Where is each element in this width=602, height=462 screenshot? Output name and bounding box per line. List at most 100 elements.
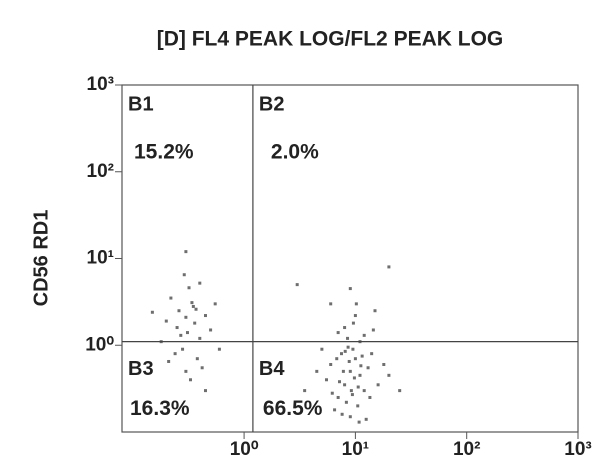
dot (353, 357, 357, 361)
chart-title: [D] FL4 PEAK LOG/FL2 PEAK LOG (157, 28, 504, 51)
dot (188, 378, 192, 382)
quadrant-percent: 16.3% (130, 397, 190, 420)
dot (362, 333, 366, 337)
x-tick-label: 10³ (564, 439, 591, 460)
dot (354, 302, 358, 306)
dot (398, 389, 402, 393)
dot (320, 347, 324, 351)
y-axis-label: CD56 RD1 (30, 210, 52, 307)
dot (356, 385, 360, 389)
dot (213, 302, 217, 306)
quadrant-percent: 2.0% (271, 141, 319, 164)
dot (195, 357, 199, 361)
quadrant-percent: 66.5% (263, 397, 323, 420)
dot (324, 378, 328, 382)
dot (191, 304, 195, 308)
quadrant-name: B1 (128, 93, 154, 115)
dot (164, 319, 168, 323)
dot (295, 283, 299, 287)
dot (335, 357, 339, 361)
dot (343, 326, 347, 330)
dot (360, 354, 364, 358)
dot (347, 359, 351, 363)
dot (352, 376, 356, 380)
dot (200, 366, 204, 370)
dot (330, 391, 334, 395)
dot (187, 286, 191, 290)
dot (198, 336, 202, 340)
dot (194, 307, 198, 311)
x-tick-label: 10² (453, 439, 480, 460)
dot (348, 287, 352, 291)
dot (359, 364, 363, 368)
x-tick-label: 10¹ (342, 439, 369, 460)
dot (343, 383, 347, 387)
y-tick-label: 10⁰ (85, 334, 114, 355)
dot (190, 301, 194, 305)
dot (184, 369, 188, 373)
dot (370, 352, 374, 356)
dot (333, 408, 337, 412)
dot (182, 273, 186, 277)
dot (303, 389, 307, 393)
dot (329, 362, 333, 366)
dot (179, 333, 183, 337)
dot (353, 314, 357, 318)
dot (350, 393, 354, 397)
dot (343, 349, 347, 353)
quadrant-name: B3 (128, 358, 154, 380)
dot (167, 359, 171, 363)
dot (150, 310, 154, 314)
dot (169, 296, 173, 300)
dot (362, 389, 366, 393)
dot (198, 281, 202, 285)
dot (357, 420, 361, 424)
dot (371, 328, 375, 332)
quadrant-percent: 15.2% (134, 141, 194, 164)
dot (387, 265, 391, 269)
dot (185, 331, 189, 335)
dot (217, 347, 221, 351)
dot (336, 331, 340, 335)
dot (203, 389, 207, 393)
y-tick-label: 10³ (87, 74, 114, 95)
dot (315, 369, 319, 373)
y-tick-label: 10² (87, 161, 114, 182)
dot (336, 395, 340, 399)
dot (387, 373, 391, 377)
dot (366, 366, 370, 370)
dot (329, 302, 333, 306)
quadrant-name: B4 (259, 358, 285, 380)
dot (344, 400, 348, 404)
dot (203, 314, 207, 318)
dot (340, 412, 344, 416)
dot (339, 352, 343, 356)
dot (358, 373, 362, 377)
dot (351, 347, 355, 351)
dot (184, 315, 188, 319)
quadrant-name: B2 (259, 93, 285, 115)
dot (209, 328, 213, 332)
dot (368, 395, 372, 399)
dot (346, 345, 350, 349)
dot (348, 369, 352, 373)
dot (348, 415, 352, 419)
dot (346, 336, 350, 340)
dot (349, 389, 353, 393)
y-tick-label: 10¹ (87, 248, 114, 269)
dot (356, 404, 360, 408)
dot (184, 250, 188, 254)
dot (181, 347, 185, 351)
dot (338, 380, 342, 384)
x-tick-label: 10⁰ (230, 439, 259, 460)
dot (341, 369, 345, 373)
dot (177, 309, 181, 313)
dot (364, 417, 368, 421)
dot (382, 362, 386, 366)
dot (193, 321, 197, 325)
dot (173, 352, 177, 356)
dot (351, 321, 355, 325)
dot (376, 383, 380, 387)
dot (373, 309, 377, 313)
